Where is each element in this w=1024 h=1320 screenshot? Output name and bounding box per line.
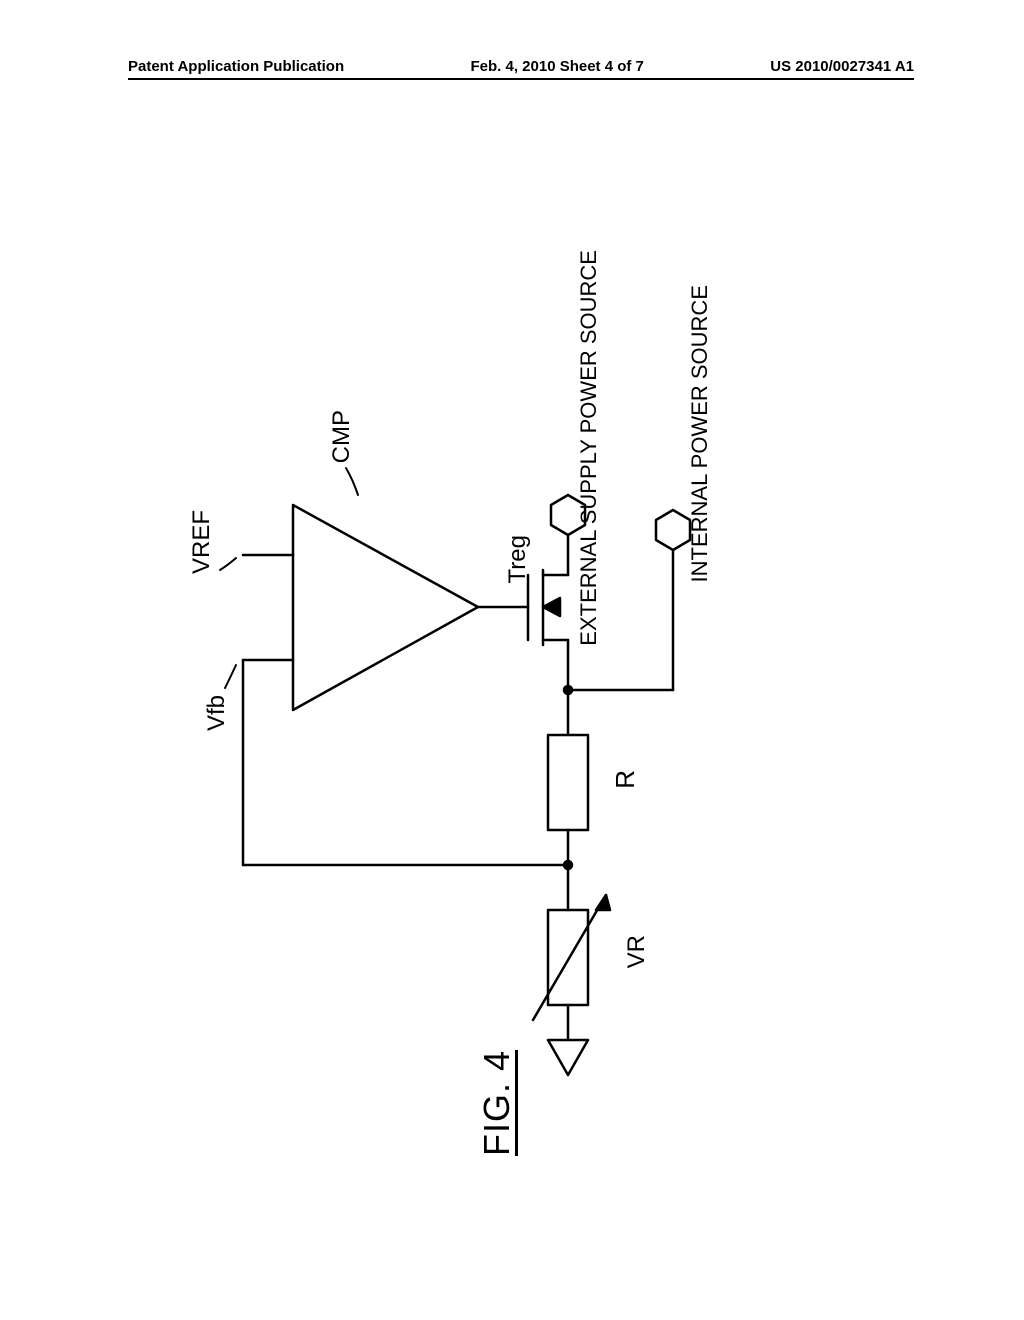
label-treg: Treg xyxy=(504,535,532,583)
circuit-diagram: EXTERNAL SUPPLY POWER SOURCE INTERNAL PO… xyxy=(128,120,896,1220)
header-right: US 2010/0027341 A1 xyxy=(770,58,914,75)
label-r: R xyxy=(610,770,641,789)
label-cmp: CMP xyxy=(328,410,356,463)
header-left: Patent Application Publication xyxy=(128,58,344,75)
header-rule xyxy=(128,78,914,80)
header-center: Feb. 4, 2010 Sheet 4 of 7 xyxy=(470,58,643,75)
label-vref: VREF xyxy=(188,510,216,574)
label-vr: VR xyxy=(623,935,651,968)
label-vfb: Vfb xyxy=(203,695,231,731)
label-internal-power: INTERNAL POWER SOURCE xyxy=(687,285,713,582)
figure-caption: FIG. 4 xyxy=(476,1050,518,1156)
label-external-supply: EXTERNAL SUPPLY POWER SOURCE xyxy=(576,250,602,646)
